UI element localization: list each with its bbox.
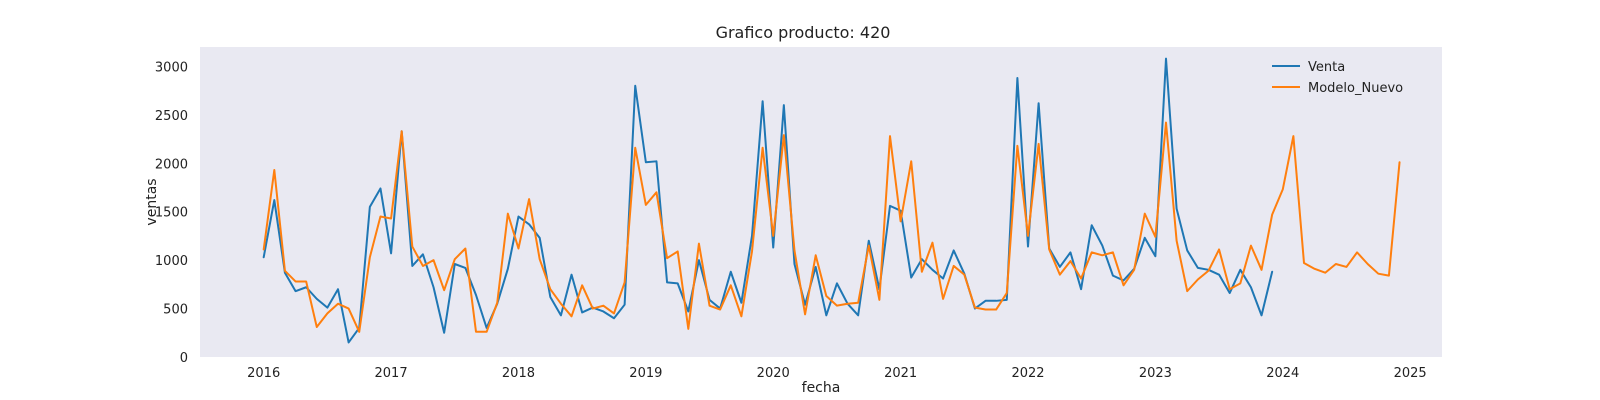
y-tick-label: 500	[163, 303, 188, 318]
x-axis: 2016 2017 2018 2019 2020 2021 2022 2023 2024 2025	[247, 366, 1427, 381]
x-tick-label: 2024	[1266, 366, 1299, 381]
x-tick-label: 2025	[1394, 366, 1427, 381]
legend-label: Modelo_Nuevo	[1308, 81, 1403, 96]
x-tick-label: 2021	[884, 366, 917, 381]
legend-label: Venta	[1308, 60, 1345, 75]
chart-title: Grafico producto: 420	[716, 23, 891, 42]
legend: Venta Modelo_Nuevo	[1272, 60, 1403, 96]
x-tick-label: 2017	[375, 366, 408, 381]
x-tick-label: 2022	[1011, 366, 1044, 381]
y-tick-label: 0	[180, 351, 188, 366]
y-tick-label: 2500	[155, 109, 188, 124]
series-line-modelo-nuevo	[262, 121, 1401, 333]
x-tick-label: 2016	[247, 366, 280, 381]
y-tick-label: 3000	[155, 60, 188, 75]
y-tick-label: 1500	[155, 206, 188, 221]
y-tick-label: 2000	[155, 157, 188, 172]
plot-area	[200, 47, 1442, 357]
legend-item: Venta	[1272, 60, 1345, 75]
y-axis-label: ventas	[144, 178, 160, 225]
x-axis-label: fecha	[802, 380, 841, 396]
x-tick-label: 2020	[757, 366, 790, 381]
y-tick-label: 1000	[155, 254, 188, 269]
x-tick-label: 2018	[502, 366, 535, 381]
y-axis: 0 500 1000 1500 2000 2500 3000	[155, 60, 188, 366]
x-tick-label: 2019	[629, 366, 662, 381]
x-tick-label: 2023	[1139, 366, 1172, 381]
series-lines	[262, 57, 1401, 344]
series-line-venta	[262, 57, 1274, 344]
legend-item: Modelo_Nuevo	[1272, 81, 1403, 96]
